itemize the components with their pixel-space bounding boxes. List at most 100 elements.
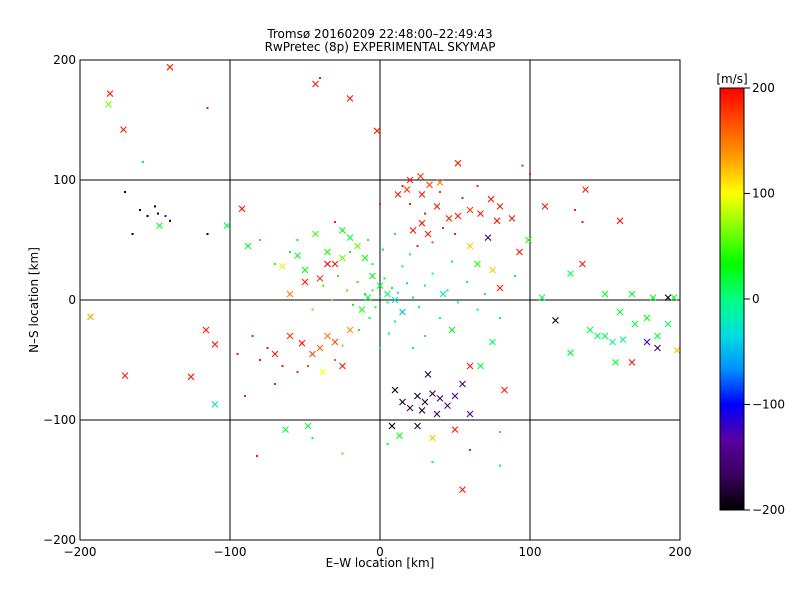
- data-point-dot: [424, 335, 426, 337]
- data-point-dot: [334, 221, 336, 223]
- data-point-x: [384, 290, 391, 298]
- data-point-dot: [371, 289, 374, 292]
- colorbar-tick-label: −200: [752, 503, 785, 517]
- data-point-dot: [206, 107, 209, 109]
- data-point-x: [567, 349, 574, 357]
- data-point-x: [409, 227, 417, 234]
- data-point-dot: [307, 365, 309, 367]
- data-point-dot: [394, 320, 396, 323]
- data-point-x: [436, 395, 444, 402]
- data-point-x: [439, 290, 447, 298]
- data-point-x: [433, 203, 441, 210]
- data-point-x: [414, 422, 421, 430]
- data-point-x: [601, 290, 609, 298]
- data-point-x: [664, 320, 672, 328]
- data-point-x: [244, 242, 252, 250]
- data-point-dot: [374, 306, 377, 309]
- data-point-x: [364, 294, 372, 301]
- data-point-dot: [418, 306, 420, 309]
- data-point-dot: [206, 233, 209, 235]
- data-point-dot: [142, 161, 144, 163]
- data-point-x: [301, 278, 309, 286]
- data-point-x: [331, 338, 339, 346]
- data-point-dot: [379, 203, 381, 205]
- data-point-dot: [251, 335, 254, 337]
- data-point-x: [156, 222, 163, 229]
- data-point-x: [649, 294, 657, 301]
- data-point-x: [339, 254, 346, 262]
- data-point-x: [324, 260, 331, 268]
- data-point-x: [223, 222, 231, 229]
- data-point-dot: [401, 265, 404, 268]
- data-point-dot: [349, 251, 351, 253]
- chart-title: Tromsø 20160209 22:48:00–22:49:43: [266, 27, 492, 41]
- data-point-x: [202, 326, 210, 334]
- data-point-x: [286, 290, 294, 298]
- data-point-x: [448, 326, 456, 334]
- data-point-dot: [296, 239, 299, 241]
- data-point-dot: [356, 281, 359, 283]
- data-point-dot: [439, 191, 441, 193]
- data-point-x: [466, 362, 474, 370]
- data-point-x: [418, 407, 426, 414]
- data-point-x: [451, 392, 459, 400]
- data-point-x: [631, 320, 639, 328]
- data-point-dot: [499, 431, 501, 433]
- data-point-dot: [169, 219, 171, 222]
- data-point-x: [643, 338, 651, 346]
- data-point-x: [87, 313, 94, 321]
- data-point-x: [484, 234, 492, 241]
- data-point-dot: [409, 253, 411, 256]
- data-point-x: [361, 254, 369, 262]
- data-point-dot: [529, 173, 531, 175]
- data-point-x: [394, 191, 402, 198]
- data-point-x: [319, 368, 327, 376]
- data-point-dot: [397, 291, 399, 294]
- data-point-x: [346, 326, 354, 334]
- data-point-x: [628, 290, 636, 298]
- data-point-dot: [146, 215, 149, 217]
- x-tick-label: −100: [214, 545, 247, 559]
- data-point-dot: [439, 317, 441, 319]
- data-point-dot: [388, 332, 390, 335]
- data-point-x: [619, 336, 627, 343]
- plot-frame: [79, 59, 681, 541]
- data-point-dot: [311, 308, 314, 311]
- data-point-x: [279, 263, 286, 270]
- x-tick-label: 100: [519, 545, 542, 559]
- colorbar-ticks: 200 100 0 −100 −200: [744, 81, 785, 517]
- data-point-x: [493, 217, 501, 225]
- data-point-x: [403, 186, 411, 193]
- data-point-dot: [368, 317, 371, 319]
- data-point-x: [406, 404, 414, 412]
- data-point-x: [418, 191, 426, 198]
- data-point-x: [567, 270, 574, 277]
- data-point-dot: [364, 293, 366, 295]
- data-point-x: [579, 260, 586, 268]
- data-point-dot: [394, 233, 396, 235]
- data-point-x: [271, 350, 279, 358]
- grid-layer: [80, 60, 680, 540]
- data-point-x: [496, 284, 504, 292]
- data-point-x: [301, 266, 309, 274]
- data-point-dot: [424, 284, 426, 287]
- data-point-x: [316, 275, 324, 282]
- data-point-x: [466, 242, 474, 250]
- data-point-dot: [499, 317, 501, 319]
- data-point-x: [166, 63, 174, 71]
- data-point-x: [414, 392, 421, 400]
- data-point-x: [418, 219, 426, 227]
- data-point-dot: [352, 303, 354, 306]
- data-point-x: [541, 203, 549, 210]
- data-point-x: [628, 359, 636, 366]
- data-point-x: [388, 422, 396, 430]
- data-point-x: [525, 236, 532, 244]
- data-point-x: [331, 260, 339, 268]
- data-point-x: [399, 398, 406, 406]
- data-point-x: [582, 186, 589, 193]
- points-layer: [87, 63, 681, 493]
- data-point-x: [106, 90, 114, 97]
- data-point-dot: [379, 347, 381, 349]
- data-point-x: [609, 338, 616, 346]
- data-point-dot: [581, 221, 584, 223]
